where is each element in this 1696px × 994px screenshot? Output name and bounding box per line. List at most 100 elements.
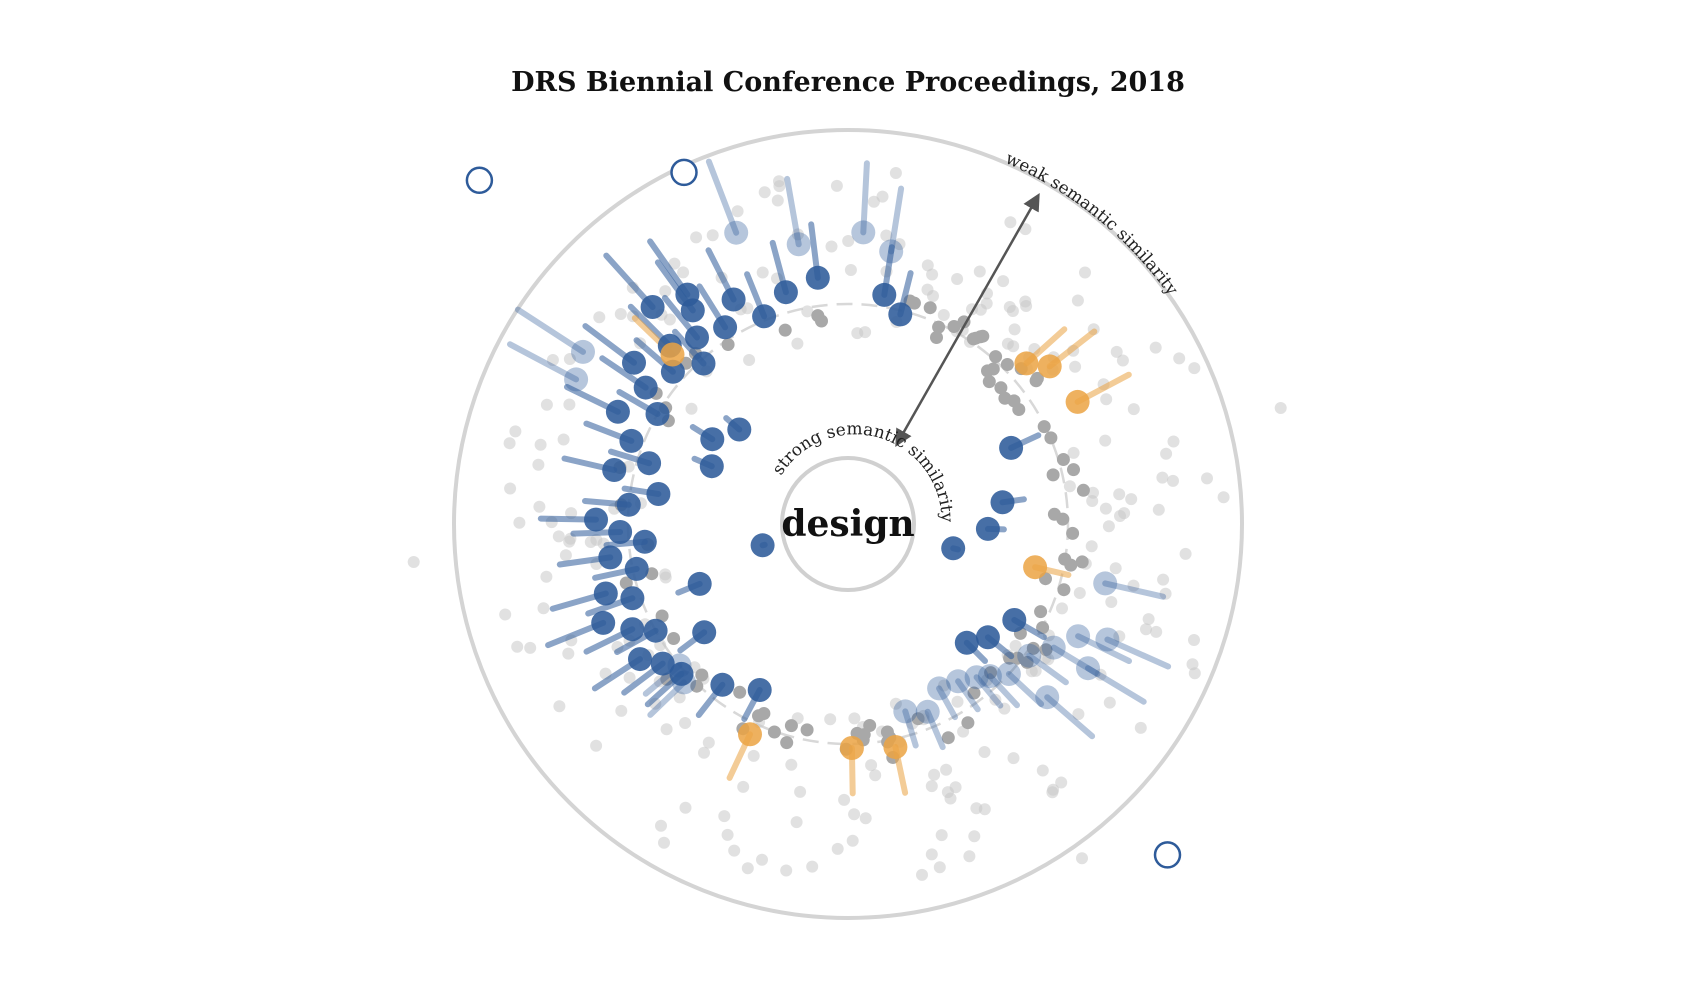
blue-point [773, 280, 798, 305]
background-point [614, 308, 627, 320]
inner-ring-point [1076, 483, 1090, 497]
background-point [889, 167, 902, 179]
background-point [831, 842, 844, 855]
inner-ring-point [984, 666, 998, 680]
background-point [658, 836, 670, 849]
background-point [1173, 352, 1186, 365]
background-point [1179, 547, 1192, 560]
background-point [741, 862, 754, 875]
background-point [513, 516, 526, 529]
background-point [927, 290, 939, 302]
orange-point [1014, 351, 1039, 376]
background-point [824, 713, 837, 726]
background-point [1188, 667, 1201, 680]
background-point [1029, 664, 1042, 677]
blue-point [620, 586, 645, 611]
inner-ring-point [976, 329, 990, 343]
background-point [848, 808, 861, 821]
inner-ring-point [1011, 651, 1024, 665]
background-point [1152, 503, 1165, 516]
blue-point [721, 287, 746, 312]
blue-point-stem [955, 678, 981, 713]
blue-point-stem [860, 160, 870, 236]
inner-ring-point [911, 712, 925, 726]
unmatched-marker [670, 158, 698, 187]
background-point [559, 549, 572, 562]
background-point [524, 641, 537, 654]
background-point [1113, 630, 1126, 643]
background-point [1109, 562, 1122, 575]
background-point [1125, 493, 1138, 506]
background-point [1142, 613, 1155, 626]
blue-point [975, 516, 1000, 541]
background-point [540, 570, 553, 583]
background-point [997, 275, 1010, 288]
background-point [938, 679, 950, 692]
blue-point [645, 402, 670, 426]
faded-blue-point [1066, 624, 1091, 649]
background-point [838, 793, 851, 806]
inner-ring-point [1046, 468, 1060, 482]
faded-blue-point [1035, 685, 1060, 710]
background-point [1140, 623, 1152, 636]
blue-point [622, 350, 646, 375]
background-point [771, 194, 784, 207]
background-point [785, 758, 798, 771]
inner-ring-point [941, 731, 955, 745]
background-point [1159, 587, 1172, 600]
background-point [925, 780, 938, 793]
background-point [702, 736, 715, 749]
faded-blue-point [893, 699, 918, 724]
background-point [1009, 639, 1022, 652]
inner-ring-point [733, 685, 747, 699]
blue-point [598, 545, 623, 570]
faded-blue-point [915, 699, 940, 724]
blue-point-stem [973, 674, 1004, 709]
background-point [825, 240, 838, 253]
background-point [623, 671, 636, 684]
background-point [1079, 266, 1091, 279]
blue-point [872, 282, 897, 307]
faded-blue-point [1017, 643, 1042, 668]
blue-point [660, 359, 685, 384]
background-point [944, 792, 957, 805]
background-point [1003, 301, 1016, 313]
inner-ring-point [780, 736, 794, 750]
background-point [949, 781, 962, 794]
faded-blue-point [1041, 635, 1066, 660]
blue-point [675, 282, 700, 307]
background-point [1150, 625, 1163, 638]
background-point [685, 402, 698, 415]
background-point [791, 337, 804, 350]
blue-point-stem [902, 708, 919, 749]
background-point [615, 704, 628, 717]
background-point [673, 691, 686, 704]
faded-blue-point [927, 676, 952, 701]
faded-blue-point [667, 653, 692, 678]
background-point [859, 812, 872, 825]
blue-point [637, 451, 662, 476]
outer-frame-ring [452, 128, 1244, 920]
background-point [1114, 510, 1126, 522]
background-point [1274, 402, 1287, 414]
background-point [540, 398, 553, 411]
background-point [1103, 696, 1116, 709]
background-point [830, 179, 843, 192]
background-point [980, 297, 993, 310]
background-point [998, 702, 1011, 715]
background-point [590, 739, 603, 752]
background-point [869, 769, 882, 782]
background-point [951, 273, 964, 285]
blue-point [640, 295, 665, 319]
background-point [1167, 474, 1179, 487]
blue-point [584, 507, 608, 532]
background-point [937, 309, 950, 321]
inner-ring-point [667, 632, 681, 645]
faded-blue-point [786, 232, 811, 257]
background-point [794, 785, 807, 798]
blue-point [750, 533, 775, 558]
weak-similarity-label: weak semantic similarity [1002, 149, 1182, 300]
blue-point [602, 458, 627, 482]
blue-point-stem [507, 341, 580, 383]
blue-point-stem [1050, 644, 1101, 677]
